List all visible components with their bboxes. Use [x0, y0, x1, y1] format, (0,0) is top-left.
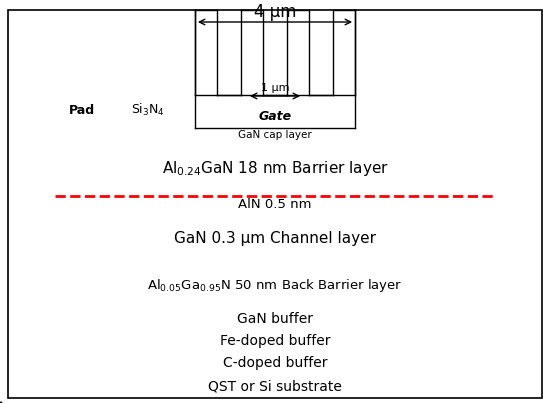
Text: Al$_{0.24}$GaN 18 nm Barrier layer: Al$_{0.24}$GaN 18 nm Barrier layer [162, 160, 388, 179]
Text: Gate: Gate [258, 110, 292, 123]
Text: GaN 0.3 μm Channel layer: GaN 0.3 μm Channel layer [174, 231, 376, 247]
Text: C-doped buffer: C-doped buffer [223, 356, 327, 370]
Text: Fe-doped buffer: Fe-doped buffer [220, 334, 330, 348]
Text: Si$_3$N$_4$: Si$_3$N$_4$ [131, 102, 165, 118]
Text: Drain: Drain [385, 96, 445, 114]
Text: Al$_{0.05}$Ga$_{0.95}$N 50 nm Back Barrier layer: Al$_{0.05}$Ga$_{0.95}$N 50 nm Back Barri… [147, 278, 403, 295]
Text: 4 μm: 4 μm [254, 3, 296, 21]
Text: GaN buffer: GaN buffer [237, 312, 313, 326]
Text: Pad: Pad [69, 104, 95, 116]
Bar [8, 10, 542, 398]
Text: Source: Source [97, 96, 173, 114]
Text: AlN 0.5 nm: AlN 0.5 nm [238, 199, 312, 212]
Text: GaN cap layer: GaN cap layer [238, 130, 312, 140]
Text: QST or Si substrate: QST or Si substrate [208, 379, 342, 393]
Text: 1 μm: 1 μm [261, 83, 289, 93]
